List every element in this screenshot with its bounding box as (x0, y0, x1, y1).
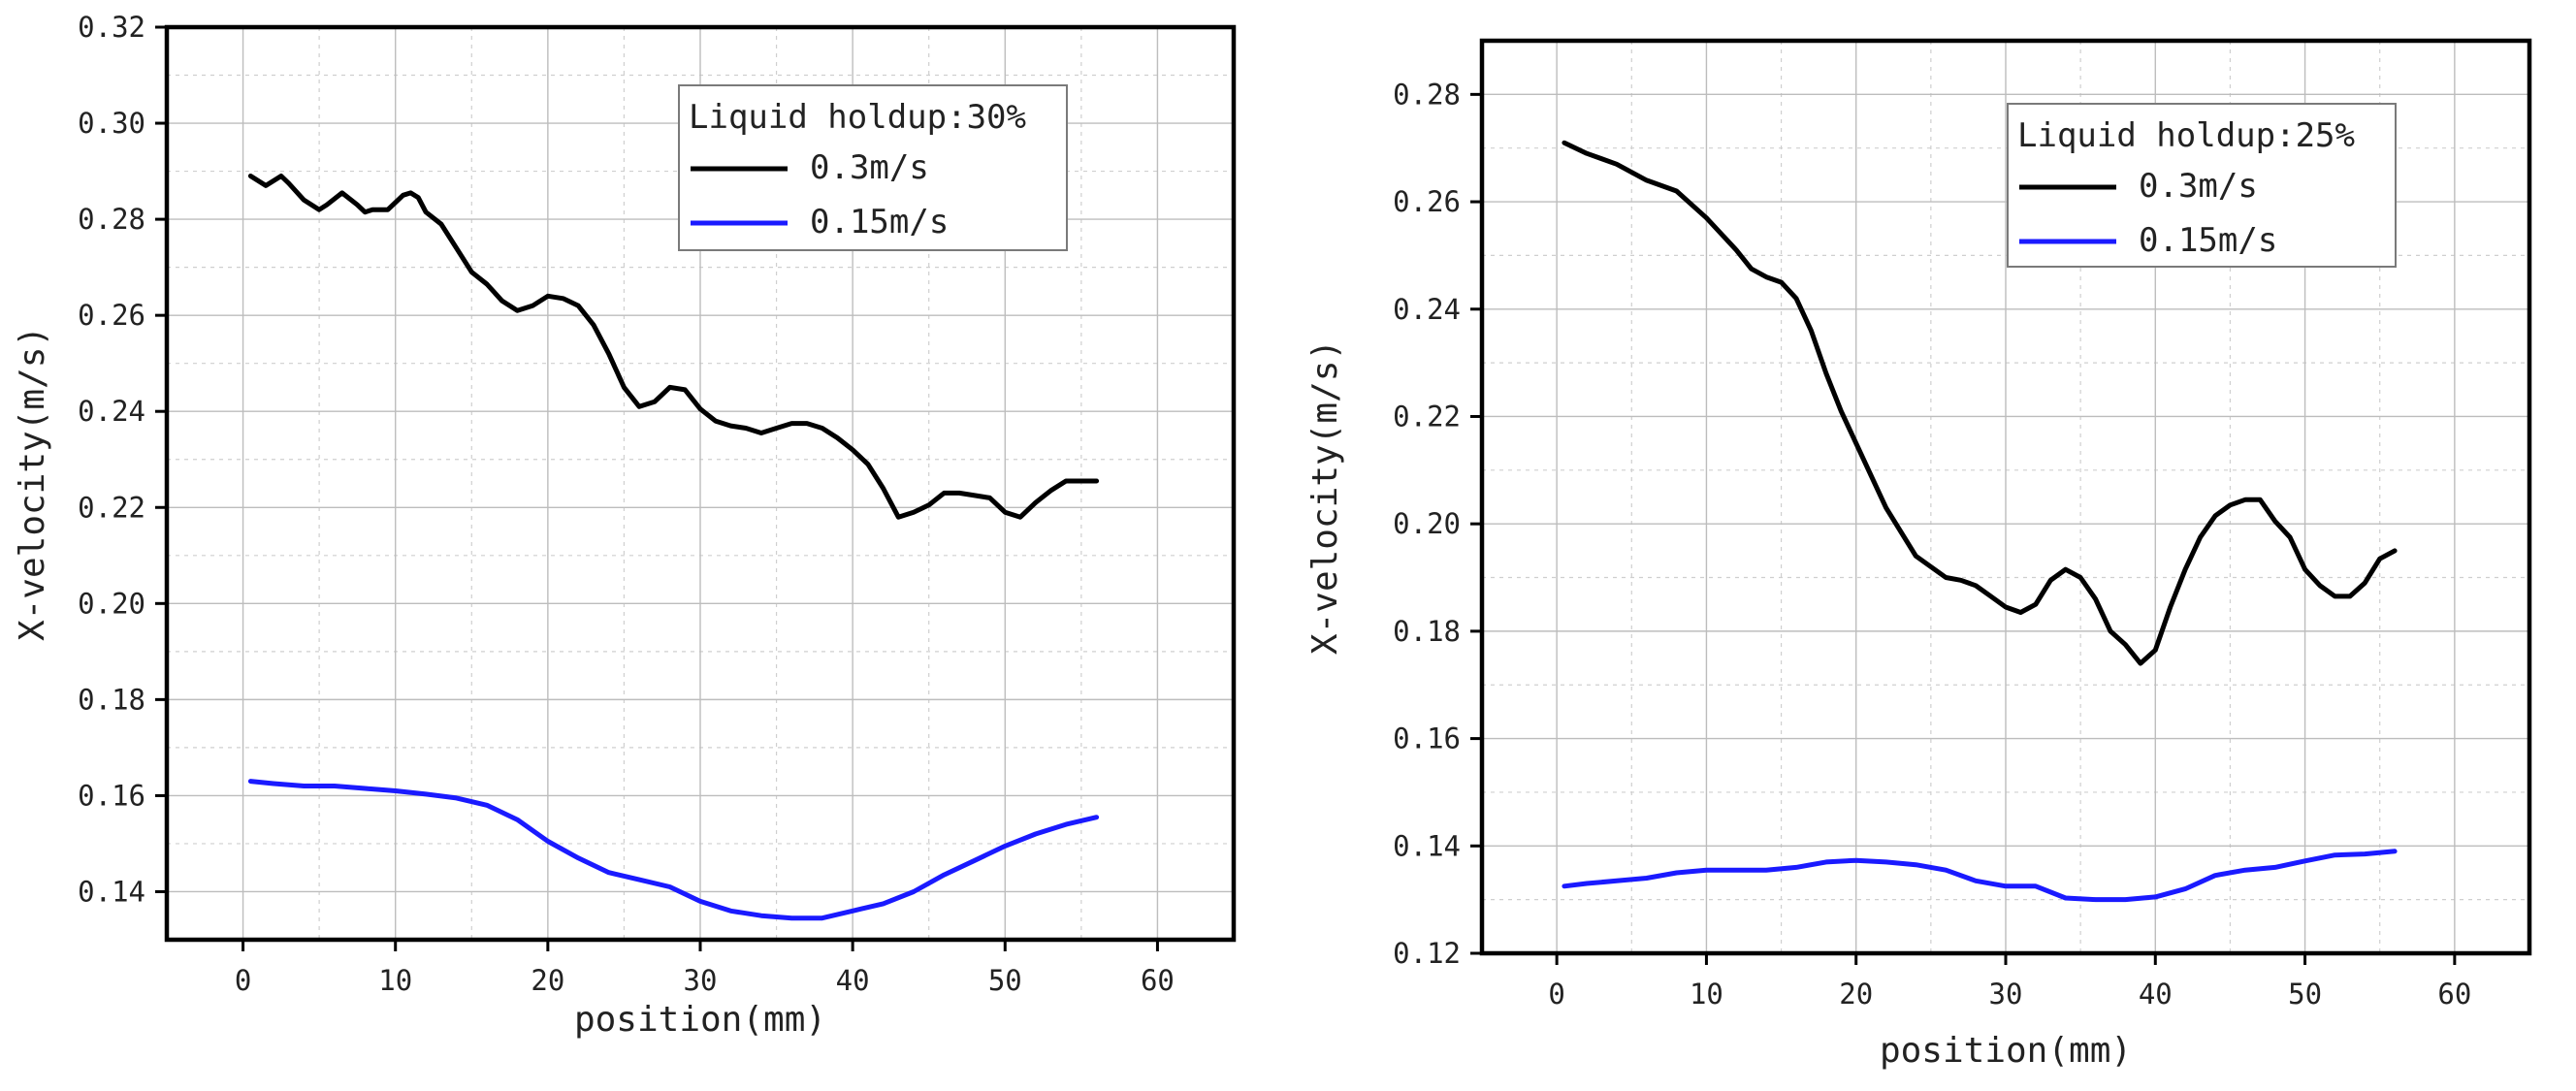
chart-2: 0 10 20 30 40 50 60 0.12 0.14 0.16 0.18 0.20 0.22 0.2… (1305, 38, 2532, 1071)
x-tick-label: 60 (1141, 964, 1175, 997)
y-tick-label: 0.22 (78, 491, 145, 524)
y-tick-label: 0.22 (1393, 400, 1461, 433)
y-tick-label: 0.28 (78, 203, 145, 236)
plot-frame (164, 24, 1237, 943)
x-tick-label: 60 (2437, 978, 2471, 1011)
y-tick-label: 0.32 (78, 11, 145, 44)
x-tick-label: 20 (531, 964, 564, 997)
y-tick-label: 0.20 (1393, 507, 1461, 540)
series-line-2 (247, 779, 1100, 921)
legend-label-1: 0.3m/s (810, 148, 929, 187)
y-tick-label: 0.14 (78, 875, 145, 908)
y-tick-label: 0.30 (78, 107, 145, 140)
x-tick-label: 0 (1548, 978, 1564, 1011)
y-tick-label: 0.18 (1393, 615, 1461, 648)
y-tick-label: 0.28 (1393, 78, 1461, 111)
y-tick-label: 0.16 (1393, 722, 1461, 755)
legend-label-1: 0.3m/s (2139, 167, 2258, 206)
x-axis-label: position(mm) (1880, 1031, 2132, 1071)
y-axis-label: X-velocity(m/s) (1305, 339, 1345, 655)
y-tick-label: 0.24 (1393, 293, 1461, 326)
legend-label-2: 0.15m/s (2139, 221, 2277, 260)
y-tick-label: 0.12 (1393, 937, 1461, 970)
x-axis-label: position(mm) (574, 1000, 826, 1040)
legend-title: Liquid holdup:25% (2017, 116, 2355, 155)
x-tick-label: 30 (684, 964, 718, 997)
series-line-1 (247, 174, 1100, 520)
series-line-1 (1562, 140, 2398, 666)
y-tick-label: 0.26 (78, 299, 145, 332)
x-tick-label: 0 (235, 964, 251, 997)
x-tick-label: 20 (1839, 978, 1873, 1011)
x-tick-label: 40 (2139, 978, 2173, 1011)
x-tick-label: 10 (378, 964, 412, 997)
x-tick-label: 30 (1989, 978, 2023, 1011)
y-tick-label: 0.14 (1393, 829, 1461, 862)
x-tick-label: 50 (2288, 978, 2322, 1011)
x-tick-label: 50 (988, 964, 1022, 997)
x-tick-label: 40 (836, 964, 870, 997)
y-axis-label: X-velocity(m/s) (13, 326, 52, 641)
y-tick-label: 0.16 (78, 779, 145, 812)
y-tick-label: 0.26 (1393, 185, 1461, 218)
y-tick-label: 0.18 (78, 683, 145, 716)
series-line-2 (1562, 849, 2398, 903)
chart-1: 0 10 20 30 40 50 60 0.14 0.16 0.18 0.20 0.22 0.24 0.2… (13, 11, 1237, 1040)
y-tick-label: 0.24 (78, 395, 145, 428)
y-tick-label: 0.20 (78, 587, 145, 620)
legend-label-2: 0.15m/s (810, 203, 949, 241)
legend-title: Liquid holdup:30% (689, 98, 1026, 137)
plot-frame (1479, 38, 2532, 956)
x-tick-label: 10 (1690, 978, 1723, 1011)
